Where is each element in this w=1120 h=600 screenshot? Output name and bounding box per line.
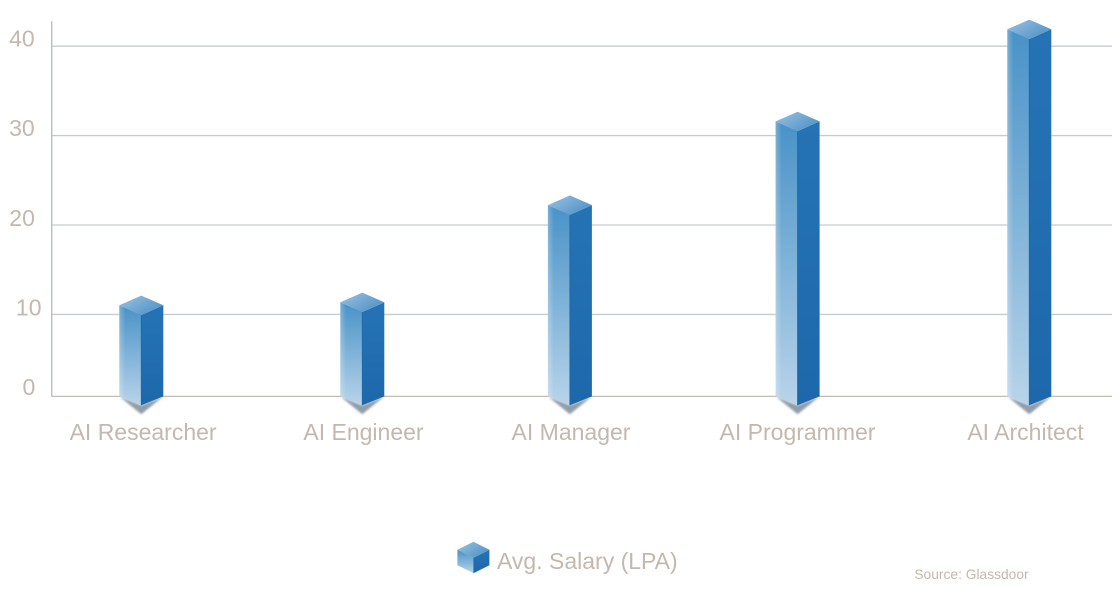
svg-text:10: 10 (16, 295, 42, 321)
svg-text:AI Architect: AI Architect (967, 419, 1084, 445)
svg-text:Avg. Salary (LPA): Avg. Salary (LPA) (497, 548, 678, 574)
svg-text:Source: Glassdoor: Source: Glassdoor (914, 567, 1029, 582)
svg-text:AI Researcher: AI Researcher (70, 419, 217, 445)
svg-text:30: 30 (9, 115, 35, 141)
svg-text:AI Manager: AI Manager (512, 419, 631, 445)
svg-text:0: 0 (23, 374, 36, 400)
svg-text:20: 20 (9, 205, 35, 231)
svg-text:AI Programmer: AI Programmer (720, 419, 876, 445)
svg-text:40: 40 (9, 26, 35, 52)
svg-text:AI Engineer: AI Engineer (303, 419, 424, 445)
